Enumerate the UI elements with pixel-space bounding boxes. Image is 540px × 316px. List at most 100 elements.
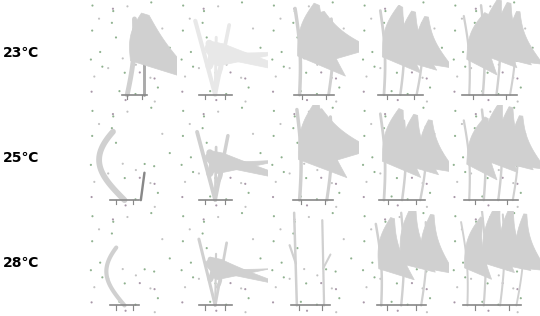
Point <box>359 268 367 273</box>
Point <box>516 85 525 90</box>
Point <box>332 181 340 186</box>
Polygon shape <box>482 0 517 68</box>
Point <box>475 246 483 251</box>
Point <box>181 285 190 290</box>
Point <box>303 98 312 103</box>
Point <box>514 99 522 104</box>
Point <box>241 76 249 81</box>
Point <box>423 99 431 104</box>
Point <box>450 300 459 305</box>
Point <box>418 286 427 291</box>
Point <box>194 276 203 281</box>
Point <box>317 281 326 286</box>
Point <box>472 9 481 14</box>
Point <box>395 4 404 9</box>
Polygon shape <box>212 268 271 280</box>
Point <box>528 45 537 50</box>
Point <box>302 281 310 286</box>
Point <box>360 133 369 138</box>
Point <box>481 56 490 61</box>
Point <box>269 3 278 8</box>
Point <box>451 3 460 8</box>
Point <box>368 260 377 265</box>
Point <box>178 195 187 200</box>
Point <box>132 62 140 67</box>
Point <box>185 121 194 126</box>
Point <box>370 275 379 280</box>
Point <box>430 131 439 137</box>
Point <box>107 20 116 25</box>
Point <box>394 98 402 103</box>
Polygon shape <box>483 103 518 173</box>
Point <box>268 162 276 167</box>
Point <box>200 114 208 119</box>
Point <box>280 275 288 280</box>
Point <box>498 281 507 286</box>
Point <box>202 246 211 251</box>
Point <box>494 302 503 307</box>
Point <box>322 56 330 61</box>
Point <box>189 275 198 280</box>
Point <box>475 35 483 40</box>
Point <box>179 214 187 219</box>
Point <box>478 299 487 304</box>
Point <box>109 9 118 14</box>
Point <box>241 287 249 292</box>
Point <box>150 58 159 64</box>
Point <box>471 217 480 222</box>
Point <box>437 150 446 155</box>
Point <box>123 215 132 220</box>
Point <box>158 237 167 242</box>
Point <box>300 161 308 166</box>
Point <box>285 276 294 281</box>
Point <box>483 281 492 286</box>
Point <box>430 237 439 242</box>
Point <box>115 299 124 304</box>
Point <box>209 56 218 61</box>
Point <box>200 9 208 14</box>
Point <box>347 256 355 261</box>
Point <box>269 108 278 113</box>
Point <box>98 275 107 280</box>
Point <box>107 126 116 131</box>
Point <box>109 112 117 117</box>
Point <box>313 273 322 278</box>
Point <box>132 273 140 278</box>
Point <box>241 164 249 169</box>
Point <box>146 75 155 80</box>
Point <box>495 167 503 173</box>
Point <box>96 260 105 265</box>
Point <box>146 286 155 291</box>
Point <box>478 88 487 94</box>
Point <box>181 74 190 79</box>
Point <box>461 169 470 174</box>
Point <box>87 300 96 305</box>
Point <box>404 62 413 67</box>
Point <box>107 231 116 236</box>
Point <box>381 217 389 222</box>
Point <box>513 269 522 274</box>
Point <box>140 267 149 272</box>
Point <box>395 215 404 220</box>
Point <box>199 6 208 11</box>
Point <box>419 210 428 216</box>
Point <box>249 237 258 242</box>
Point <box>289 126 298 131</box>
Point <box>206 299 214 304</box>
Polygon shape <box>464 217 491 279</box>
Point <box>360 300 368 305</box>
Point <box>212 308 221 313</box>
Point <box>123 4 132 9</box>
Point <box>153 296 162 301</box>
Point <box>118 56 127 61</box>
Point <box>214 215 222 220</box>
Point <box>305 109 313 114</box>
Point <box>150 269 159 274</box>
Point <box>381 114 390 119</box>
Point <box>87 89 96 94</box>
Point <box>426 296 434 301</box>
Point <box>268 268 276 273</box>
Point <box>430 26 439 31</box>
Point <box>328 286 336 291</box>
Point <box>88 214 97 219</box>
